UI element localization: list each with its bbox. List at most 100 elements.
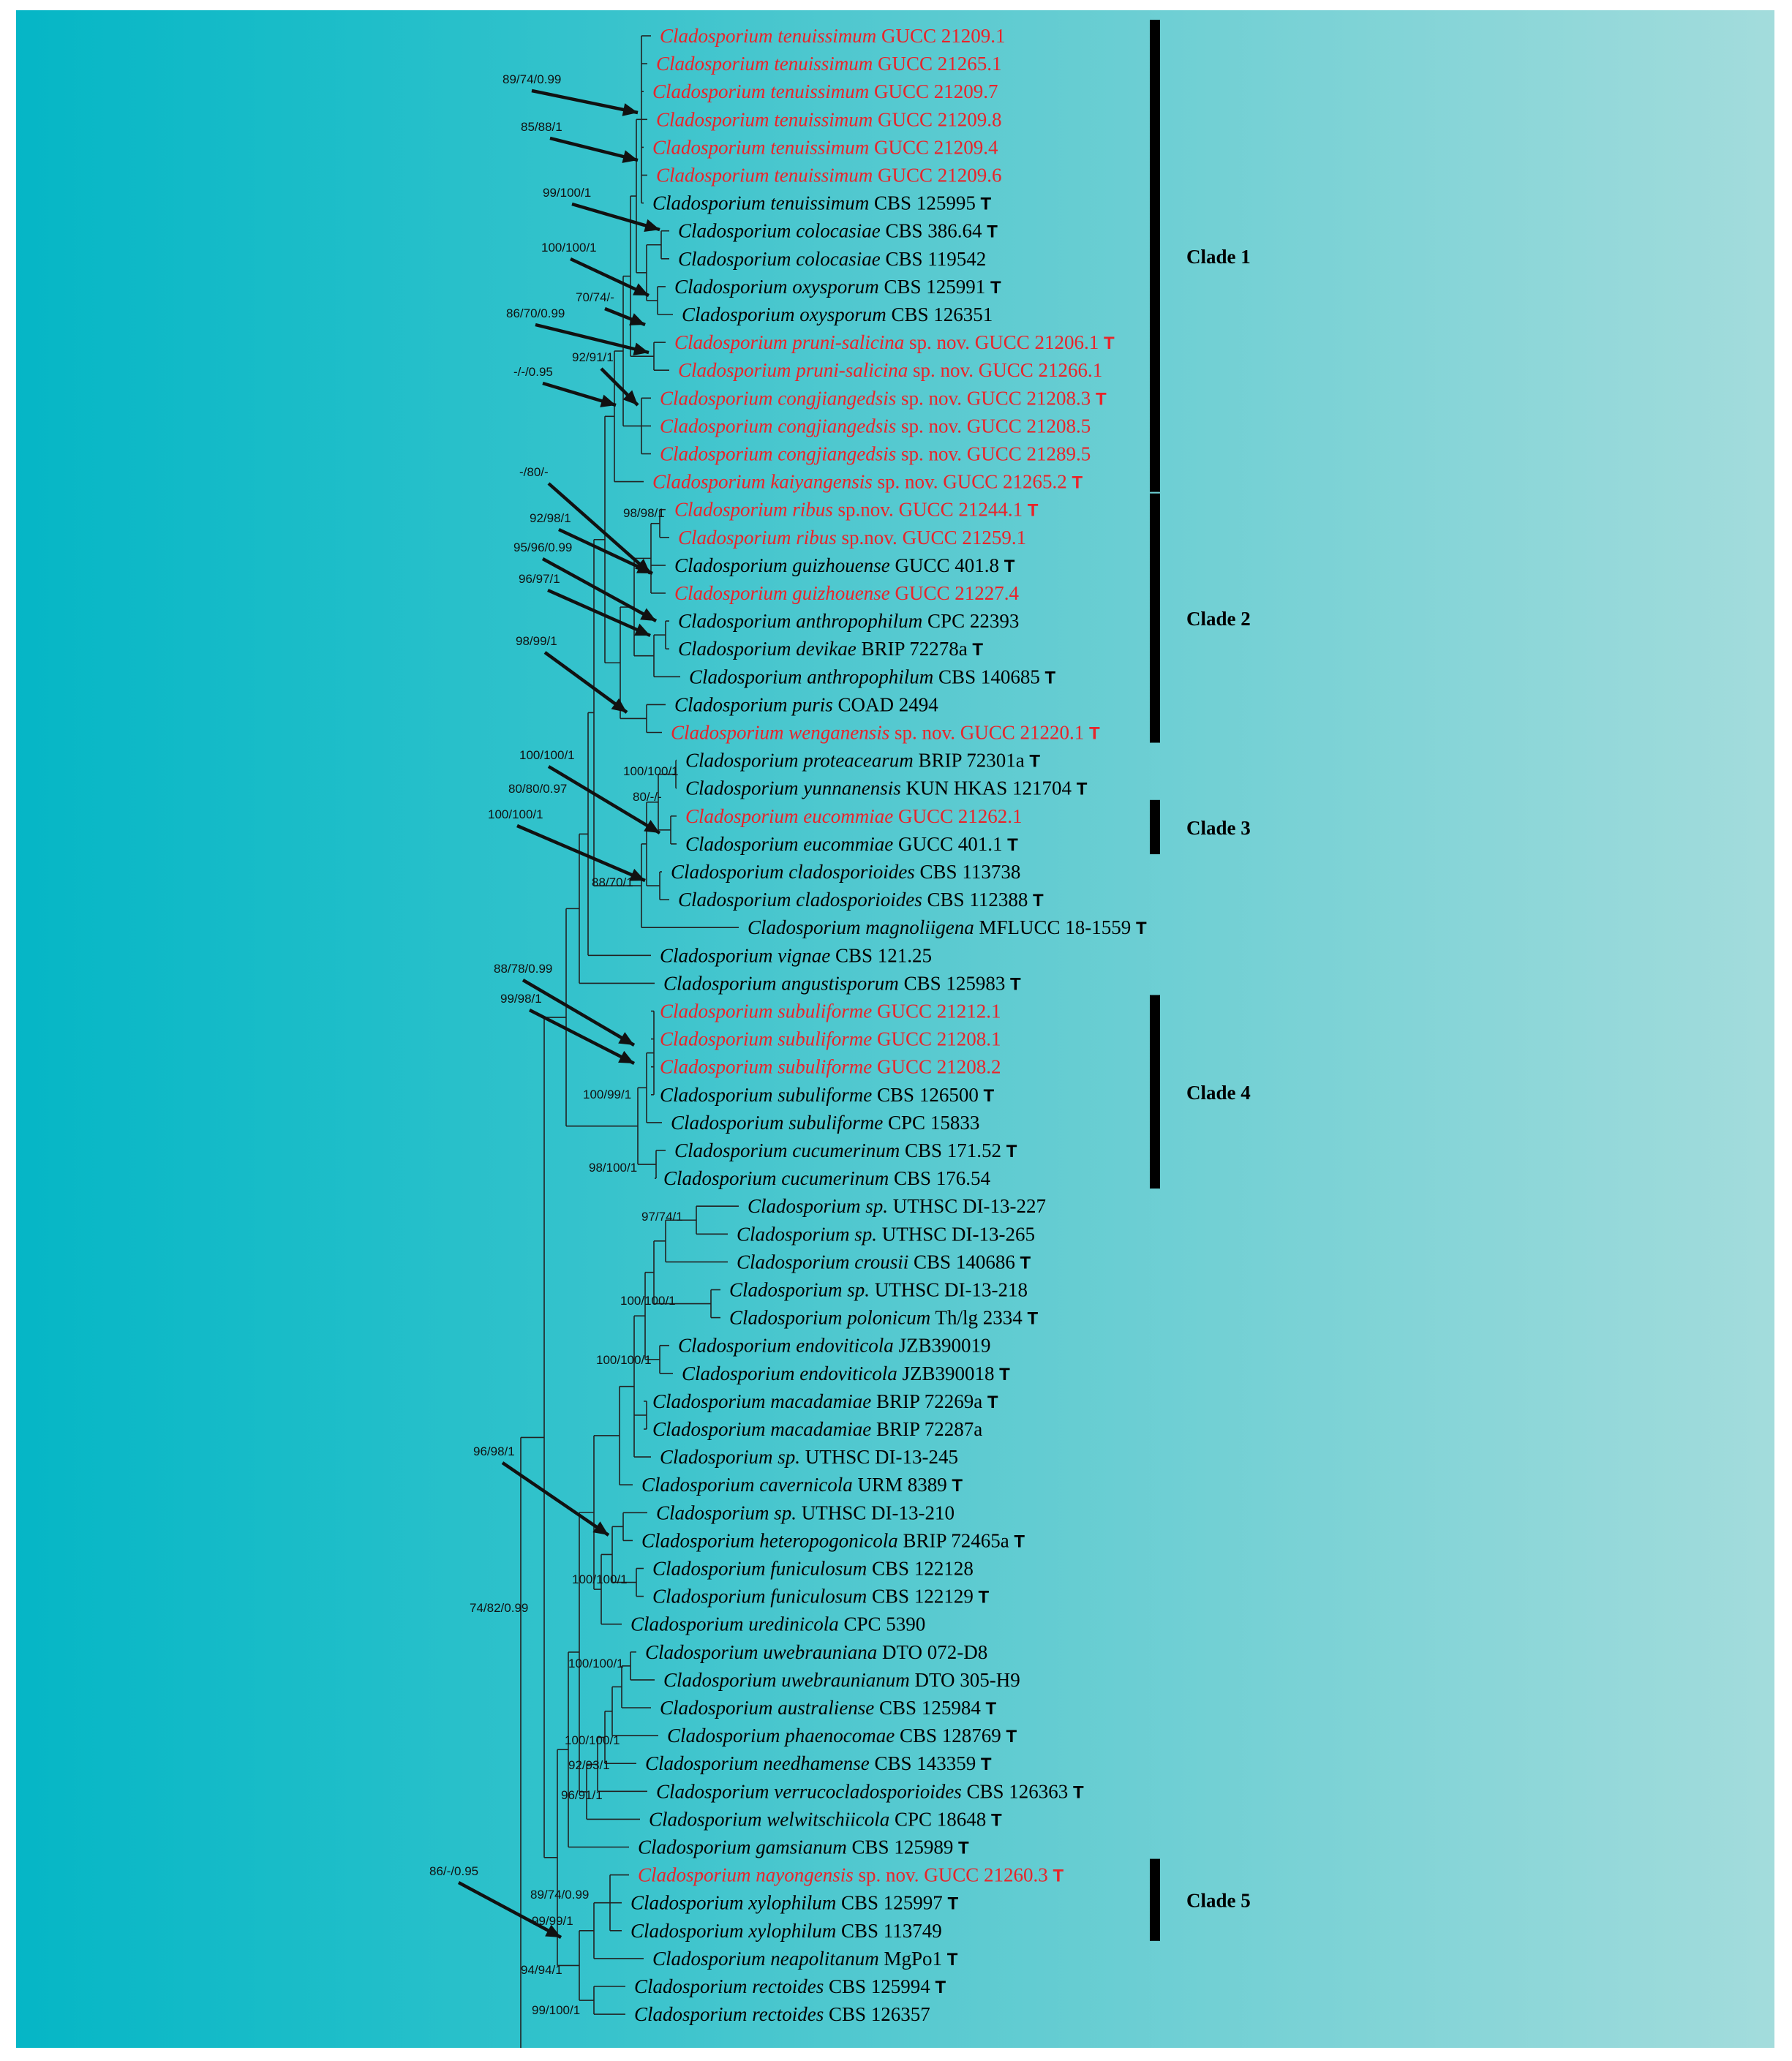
type-marker: T	[1001, 1727, 1017, 1747]
support-value: 100/100/1	[541, 241, 597, 255]
support-value: 88/78/0.99	[494, 962, 552, 976]
strain-id: URM 8389	[853, 1474, 947, 1496]
strain-id: CBS 113738	[915, 861, 1021, 883]
type-marker: T	[1072, 780, 1088, 799]
pointer-arrow	[549, 136, 639, 162]
type-marker: T	[942, 1950, 958, 1970]
strain-id: UTHSC DI-13-227	[888, 1195, 1046, 1217]
tip-label: Cladosporium xylophilum CBS 113749	[630, 1920, 942, 1942]
support-value: 98/99/1	[516, 634, 557, 648]
tip-label: Cladosporium subuliforme GUCC 21208.2	[660, 1056, 1001, 1078]
species-name: Cladosporium anthropophilum	[678, 610, 922, 632]
species-name: Cladosporium cucumerinum	[663, 1167, 889, 1189]
species-name: Cladosporium uredinicola	[630, 1613, 839, 1635]
strain-id: GUCC 21260.3	[919, 1864, 1048, 1886]
strain-id: CBS 122128	[867, 1558, 974, 1580]
species-name: Cladosporium sp.	[729, 1279, 870, 1301]
species-name: Cladosporium guizhouense	[674, 554, 890, 576]
strain-id: CBS 140686	[908, 1251, 1015, 1273]
support-value: 98/100/1	[589, 1161, 637, 1175]
pointer-arrow	[535, 323, 650, 355]
species-name: Cladosporium subuliforme	[660, 1028, 872, 1050]
support-value: -/80/-	[519, 465, 549, 479]
tip-label: Cladosporium cladosporioides CBS 112388 …	[678, 889, 1044, 911]
arrow-head	[622, 150, 638, 163]
species-name: Cladosporium anthropophilum	[689, 666, 933, 687]
strain-id: GUCC 21208.5	[962, 415, 1091, 437]
type-marker: T	[930, 1978, 946, 1997]
species-name: Cladosporium uwebrauniana	[645, 1641, 877, 1663]
strain-id: CBS 126351	[886, 304, 993, 325]
tip-label: Cladosporium tenuissimum GUCC 21209.4	[652, 136, 998, 158]
pointer-arrow	[501, 1461, 610, 1537]
strain-id: GUCC 21265.2	[938, 471, 1067, 493]
tip-label: Cladosporium guizhouense GUCC 401.8 T	[674, 554, 1015, 576]
type-marker: T	[968, 640, 984, 660]
type-marker: T	[1040, 668, 1056, 687]
tip-label: Cladosporium tenuissimum GUCC 21209.1	[660, 25, 1006, 47]
type-marker: T	[1025, 752, 1041, 772]
species-name: Cladosporium subuliforme	[660, 1056, 872, 1078]
tip-label: Cladosporium cladosporioides CBS 113738	[671, 861, 1020, 883]
arrow-head	[633, 283, 649, 295]
support-value: 92/98/1	[530, 511, 571, 525]
strain-id: CBS 143359	[870, 1752, 976, 1774]
strain-id: MFLUCC 18-1559	[974, 916, 1132, 938]
type-marker: T	[976, 1755, 992, 1774]
type-marker: T	[1099, 334, 1115, 353]
tip-label: Cladosporium congjiangedsis sp. nov. GUC…	[660, 443, 1091, 465]
clade-label: Clade 1	[1186, 246, 1251, 268]
strain-id: GUCC 21244.1	[894, 499, 1023, 521]
support-value: 94/94/1	[521, 1963, 562, 1977]
strain-id: MgPo1	[879, 1948, 942, 1970]
tip-label: Cladosporium macadamiae BRIP 72287a	[652, 1418, 982, 1440]
species-name: Cladosporium eucommiae	[685, 805, 893, 827]
tip-label: Cladosporium tenuissimum GUCC 21209.6	[656, 165, 1002, 186]
species-name: Cladosporium sp.	[737, 1223, 877, 1245]
strain-id: JZB390019	[894, 1335, 991, 1357]
tip-label: Cladosporium rectoides CBS 126357	[634, 2003, 930, 2025]
species-name: Cladosporium cladosporioides	[678, 889, 922, 911]
clade-bar	[1150, 799, 1160, 854]
tip-label: Cladosporium subuliforme GUCC 21208.1	[660, 1028, 1001, 1050]
species-name: Cladosporium xylophilum	[630, 1920, 836, 1942]
species-name: Cladosporium puris	[674, 693, 833, 715]
strain-id: GUCC 21209.7	[869, 80, 998, 102]
support-value: 92/93/1	[568, 1758, 610, 1772]
strain-id: GUCC 21208.2	[872, 1056, 1001, 1078]
pointer-arrow	[457, 1881, 562, 1939]
tip-label: Cladosporium xylophilum CBS 125997 T	[630, 1892, 958, 1914]
strain-id: CBS 125997	[836, 1892, 943, 1914]
species-name: Cladosporium ribus	[678, 527, 837, 549]
strain-id: Th/lg 2334	[930, 1307, 1023, 1329]
strain-id: GUCC 21209.8	[873, 108, 1001, 130]
support-value: 86/70/0.99	[506, 306, 565, 320]
type-marker: T	[1028, 891, 1044, 911]
strain-id: GUCC 21227.4	[890, 582, 1020, 604]
clade-label: Clade 2	[1186, 608, 1251, 630]
tip-label: Cladosporium verrucocladosporioides CBS …	[656, 1780, 1084, 1802]
strain-id: CBS 121.25	[830, 944, 932, 966]
species-name: Cladosporium congjiangedsis	[660, 387, 896, 409]
type-marker: T	[1015, 1253, 1031, 1273]
species-name: Cladosporium tenuissimum	[652, 136, 869, 158]
species-name: Cladosporium subuliforme	[660, 1001, 872, 1022]
species-name: Cladosporium tenuissimum	[656, 53, 873, 75]
support-value: 86/-/0.95	[429, 1864, 478, 1878]
species-name: Cladosporium devikae	[678, 638, 857, 660]
species-name: Cladosporium oxysporum	[682, 304, 886, 325]
support-value: 100/100/1	[565, 1733, 620, 1747]
strain-id: DTO 305-H9	[910, 1669, 1020, 1691]
species-name: Cladosporium eucommiae	[685, 833, 893, 855]
strain-id: GUCC 401.1	[893, 833, 1002, 855]
tip-label: Cladosporium yunnanensis KUN HKAS 121704…	[685, 777, 1088, 799]
arrow-head	[611, 698, 627, 712]
strain-id: GUCC 21209.1	[876, 25, 1005, 47]
strain-id: UTHSC DI-13-265	[877, 1223, 1035, 1245]
strain-id: CBS 128769	[895, 1725, 1001, 1747]
tip-label: Cladosporium sp. UTHSC DI-13-265	[737, 1223, 1035, 1245]
tip-label: Cladosporium sp. UTHSC DI-13-245	[660, 1446, 958, 1468]
clade-bar	[1150, 1858, 1160, 1941]
species-name: Cladosporium phaenocomae	[667, 1725, 895, 1747]
